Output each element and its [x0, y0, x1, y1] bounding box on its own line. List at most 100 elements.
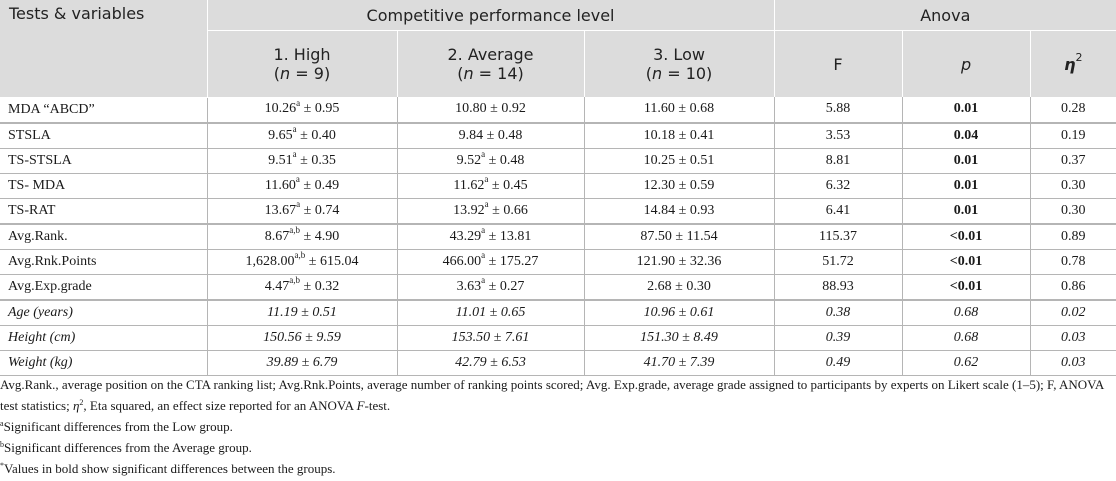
cell-average: 11.62a ± 0.45: [397, 173, 585, 199]
cell-p: 0.62: [902, 350, 1031, 376]
row-label: TS-STSLA: [0, 148, 208, 174]
footnote-a: aSignificant differences from the Low gr…: [0, 416, 1110, 437]
cell-low: 10.96 ± 0.61: [584, 299, 775, 326]
cell-average: 13.92a ± 0.66: [397, 198, 585, 225]
header-col-average: 2. Average (n = 14): [397, 30, 585, 97]
cell-low: 10.18 ± 0.41: [584, 122, 775, 149]
cell-low: 10.25 ± 0.51: [584, 148, 775, 174]
footnote-star-text: Values in bold show significant differen…: [4, 461, 336, 476]
results-table: Tests & variables Competitive performanc…: [0, 0, 1116, 376]
row-label: MDA “ABCD”: [0, 97, 208, 124]
header-average-n: (n = 14): [457, 64, 524, 83]
cell-f: 5.88: [774, 97, 903, 124]
table-footnotes: Avg.Rank., average position on the CTA r…: [0, 374, 1110, 479]
cell-f: 6.41: [774, 198, 903, 225]
results-table-wrapper: Tests & variables Competitive performanc…: [0, 0, 1116, 376]
row-label: Weight (kg): [0, 350, 208, 376]
cell-high: 9.51a ± 0.35: [207, 148, 398, 174]
footnote-star: *Values in bold show significant differe…: [0, 458, 1110, 479]
cell-low: 12.30 ± 0.59: [584, 173, 775, 199]
row-label: Height (cm): [0, 325, 208, 351]
table-row: Avg.Exp.grade 4.47a,b ± 0.32 3.63a ± 0.27 2…: [0, 274, 1116, 301]
table-row: TS-STSLA 9.51a ± 0.35 9.52a ± 0.48 10.25 ± …: [0, 148, 1116, 174]
cell-f: 0.39: [774, 325, 903, 351]
cell-average: 10.80 ± 0.92: [397, 97, 585, 124]
table-body: MDA “ABCD” 10.26a ± 0.95 10.80 ± 0.92 11.60…: [0, 97, 1116, 376]
cell-eta: 0.03: [1030, 350, 1116, 376]
header-row-1: Tests & variables Competitive performanc…: [0, 0, 1116, 98]
cell-eta: 0.89: [1030, 223, 1116, 250]
cell-eta: 0.86: [1030, 274, 1116, 301]
header-high-n: (n = 9): [273, 64, 331, 83]
header-high-label: 1. High: [273, 45, 331, 64]
footnote-b-text: Significant differences from the Average…: [4, 440, 252, 455]
cell-f: 3.53: [774, 122, 903, 149]
cell-high: 1,628.00a,b ± 615.04: [207, 249, 398, 275]
cell-average: 42.79 ± 6.53: [397, 350, 585, 376]
header-row-2: 1. High (n = 9) 2. Average (n = 14) 3. L…: [0, 30, 1116, 97]
header-tests-variables: Tests & variables: [0, 0, 208, 98]
cell-eta: 0.03: [1030, 325, 1116, 351]
cell-eta: 0.78: [1030, 249, 1116, 275]
table-row: TS- MDA 11.60a ± 0.49 11.62a ± 0.45 12.30 ±…: [0, 173, 1116, 199]
cell-low: 11.60 ± 0.68: [584, 97, 775, 124]
footnote-b-mark: b: [0, 439, 4, 449]
cell-high: 39.89 ± 6.79: [207, 350, 398, 376]
cell-p: <0.01: [902, 249, 1031, 275]
table-row: Avg.Rnk.Points 1,628.00a,b ± 615.04 466.00…: [0, 249, 1116, 275]
cell-f: 0.38: [774, 299, 903, 326]
cell-eta: 0.02: [1030, 299, 1116, 326]
footnote-a-mark: a: [0, 418, 4, 428]
cell-p: 0.68: [902, 325, 1031, 351]
cell-eta: 0.28: [1030, 97, 1116, 124]
cell-f: 6.32: [774, 173, 903, 199]
cell-p: 0.68: [902, 299, 1031, 326]
cell-p: 0.01: [902, 173, 1031, 199]
cell-low: 151.30 ± 8.49: [584, 325, 775, 351]
cell-p: 0.01: [902, 198, 1031, 225]
footnote-star-mark: *: [0, 460, 4, 470]
cell-high: 11.60a ± 0.49: [207, 173, 398, 199]
header-col-high: 1. High (n = 9): [207, 30, 398, 97]
cell-p: <0.01: [902, 274, 1031, 301]
cell-average: 153.50 ± 7.61: [397, 325, 585, 351]
cell-eta: 0.30: [1030, 198, 1116, 225]
table-row: Avg.Rank. 8.67a,b ± 4.90 43.29a ± 13.81 87.…: [0, 223, 1116, 250]
row-label: Avg.Exp.grade: [0, 274, 208, 301]
row-label: TS- MDA: [0, 173, 208, 199]
table-row: TS-RAT 13.67a ± 0.74 13.92a ± 0.66 14.84 ± …: [0, 198, 1116, 225]
header-col-low: 3. Low (n = 10): [584, 30, 775, 97]
table-row: Height (cm) 150.56 ± 9.59 153.50 ± 7.61 151…: [0, 325, 1116, 351]
row-label: Age (years): [0, 299, 208, 326]
cell-p: <0.01: [902, 223, 1031, 250]
row-label: Avg.Rank.: [0, 223, 208, 250]
cell-eta: 0.30: [1030, 173, 1116, 199]
cell-p: 0.01: [902, 148, 1031, 174]
cell-average: 11.01 ± 0.65: [397, 299, 585, 326]
cell-high: 13.67a ± 0.74: [207, 198, 398, 225]
cell-low: 14.84 ± 0.93: [584, 198, 775, 225]
cell-average: 43.29a ± 13.81: [397, 223, 585, 250]
cell-high: 10.26a ± 0.95: [207, 97, 398, 124]
header-col-p: p: [902, 30, 1031, 97]
footnote-abbreviations: Avg.Rank., average position on the CTA r…: [0, 377, 1104, 413]
cell-f: 8.81: [774, 148, 903, 174]
header-low-label: 3. Low: [653, 45, 705, 64]
cell-high: 9.65a ± 0.40: [207, 122, 398, 149]
header-competitive-performance: Competitive performance level: [207, 0, 775, 31]
cell-low: 2.68 ± 0.30: [584, 274, 775, 301]
header-p-label: p: [960, 54, 972, 74]
cell-f: 51.72: [774, 249, 903, 275]
cell-average: 466.00a ± 175.27: [397, 249, 585, 275]
header-average-label: 2. Average: [447, 45, 534, 64]
cell-f: 115.37: [774, 223, 903, 250]
row-label: STSLA: [0, 122, 208, 149]
header-anova: Anova: [774, 0, 1116, 31]
cell-low: 87.50 ± 11.54: [584, 223, 775, 250]
cell-low: 121.90 ± 32.36: [584, 249, 775, 275]
row-label: Avg.Rnk.Points: [0, 249, 208, 275]
cell-eta: 0.37: [1030, 148, 1116, 174]
cell-high: 11.19 ± 0.51: [207, 299, 398, 326]
cell-high: 150.56 ± 9.59: [207, 325, 398, 351]
header-low-n: (n = 10): [645, 64, 713, 83]
